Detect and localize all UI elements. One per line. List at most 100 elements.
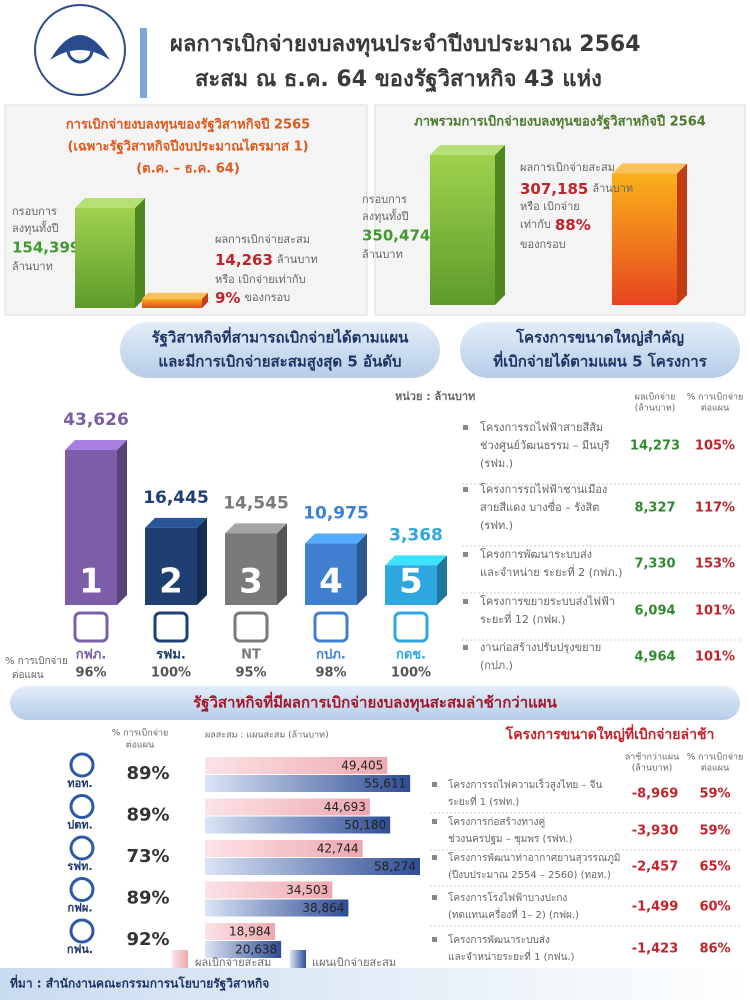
label: ล้านบาท xyxy=(12,260,53,273)
value-label: 3,368 xyxy=(389,525,443,545)
value-label: 55,611 xyxy=(364,777,406,791)
bullet xyxy=(463,599,468,604)
logo-mark xyxy=(50,35,110,60)
label: ผลการเบิกจ่ายสะสม xyxy=(520,161,615,174)
pct: 105% xyxy=(695,439,735,454)
rank: 5 xyxy=(399,562,423,602)
company-name: กปภ. xyxy=(316,648,346,663)
value-label: 14,273 xyxy=(630,439,680,454)
label: ช่วงนครปฐม – ชุมพร (รฟท.) xyxy=(448,834,573,845)
bullet xyxy=(463,645,468,650)
label: (รฟม.) xyxy=(480,457,513,470)
company-name: ทอท. xyxy=(67,777,92,790)
title-bar xyxy=(140,28,147,98)
pct: 86% xyxy=(699,942,730,957)
bar-top xyxy=(142,292,208,299)
value-label: 18,984 xyxy=(229,925,271,939)
value-label: -1,423 xyxy=(632,942,679,957)
legend-label: ผลเบิกจ่ายสะสม xyxy=(195,956,271,969)
value-label: 350,474 xyxy=(362,227,430,245)
bar-side xyxy=(202,292,208,308)
label-part: 14,263 xyxy=(215,251,273,269)
company-logo xyxy=(69,918,95,944)
value-label: 44,693 xyxy=(324,800,366,814)
label-part: 88% xyxy=(555,216,591,234)
value-label: 16,445 xyxy=(143,488,209,508)
label: โครงการพัฒนาท่าอากาศยานสุวรรณภูมิ xyxy=(448,851,621,864)
bullet xyxy=(463,552,468,557)
label: ของกรอบ xyxy=(520,238,566,251)
label: ต่อแผน xyxy=(701,404,729,414)
pct: 89% xyxy=(126,805,169,826)
bar xyxy=(385,565,437,605)
bar-side xyxy=(495,145,505,305)
company-logo xyxy=(313,611,349,643)
value-label: 8,327 xyxy=(634,501,675,516)
company-logo xyxy=(73,611,109,643)
bar xyxy=(205,941,282,958)
company-logo xyxy=(393,611,429,643)
bar-side xyxy=(117,440,127,605)
value-label: 14,545 xyxy=(223,493,289,513)
company-name: ปตท. xyxy=(67,819,93,832)
bar-top xyxy=(385,555,447,566)
label: (รฟท.) xyxy=(480,519,513,532)
company-name: กดช. xyxy=(396,648,426,663)
label-line: 14,263 ล้านบาท xyxy=(215,251,318,269)
panel-title: ภาพรวมการเบิกจ่ายงบลงทุนของรัฐวิสาหกิจปี… xyxy=(414,114,706,131)
label: หรือ เบิกจ่าย xyxy=(520,200,580,213)
bar xyxy=(205,899,349,917)
label: ต่อแผน xyxy=(126,741,154,751)
pct: 153% xyxy=(695,557,735,572)
pct: 95% xyxy=(235,666,266,681)
legend-swatch xyxy=(172,950,188,968)
rank: 4 xyxy=(319,562,343,602)
pct: 89% xyxy=(126,888,169,909)
bar xyxy=(65,450,117,605)
value-label: 20,638 xyxy=(235,943,277,957)
section-pill xyxy=(10,686,740,720)
bar-side xyxy=(197,517,207,605)
label: (ล้านบาท) xyxy=(635,403,675,414)
bullet xyxy=(432,819,437,824)
label: (ปีงบประมาณ 2554 – 2560) (ทอท.) xyxy=(448,869,611,881)
bar xyxy=(430,155,495,305)
label: ผลสะสม : แผนสะสม (ล้านบาท) xyxy=(205,730,329,741)
label-part: เท่ากับ xyxy=(520,218,551,231)
label: กรอบการ xyxy=(12,205,57,218)
bullet xyxy=(432,895,437,900)
bar-side xyxy=(135,198,145,308)
label: โครงการโรงไฟฟ้าบางปะกง xyxy=(448,891,567,904)
pct: 100% xyxy=(151,666,191,681)
label: % การเบิกจ่าย xyxy=(687,392,744,403)
pct: 101% xyxy=(695,650,735,665)
bar xyxy=(205,881,333,899)
pct: 59% xyxy=(699,787,730,802)
pct: 92% xyxy=(126,929,169,950)
label: ลงทุนทั้งปี xyxy=(12,220,59,235)
value-label: 50,180 xyxy=(344,818,386,832)
value-label: 38,864 xyxy=(302,901,344,915)
company-name: NT xyxy=(241,648,261,663)
label: โครงการก่อสร้างทางคู่ xyxy=(448,815,545,828)
bullet xyxy=(432,782,437,787)
label: ช่วงศูนย์วัฒนธรรม – มีนบุรี xyxy=(480,439,610,452)
bar-side xyxy=(277,523,287,605)
bar-top xyxy=(75,198,145,208)
value-label: -8,969 xyxy=(632,787,679,802)
value-label: -2,457 xyxy=(632,860,679,875)
pct: 96% xyxy=(75,666,106,681)
company-logo xyxy=(153,611,189,643)
panel-title: การเบิกจ่ายงบลงทุนของรัฐวิสาหกิจปี 2565 xyxy=(66,117,310,134)
panel-title: (เฉพาะรัฐวิสาหกิจปีงบประมาณไตรมาส 1) xyxy=(67,138,308,156)
value-label: 154,399 xyxy=(12,239,80,257)
bar xyxy=(612,173,677,305)
bar xyxy=(205,858,420,875)
label: โครงการรถไฟฟ้าสายสีส้ม xyxy=(480,420,603,434)
company-logo xyxy=(69,835,95,861)
section-heading: โครงการขนาดใหญ่สำคัญ xyxy=(515,328,684,347)
pct: 117% xyxy=(695,501,735,516)
value-label: 7,330 xyxy=(634,557,675,572)
bar xyxy=(205,775,411,792)
